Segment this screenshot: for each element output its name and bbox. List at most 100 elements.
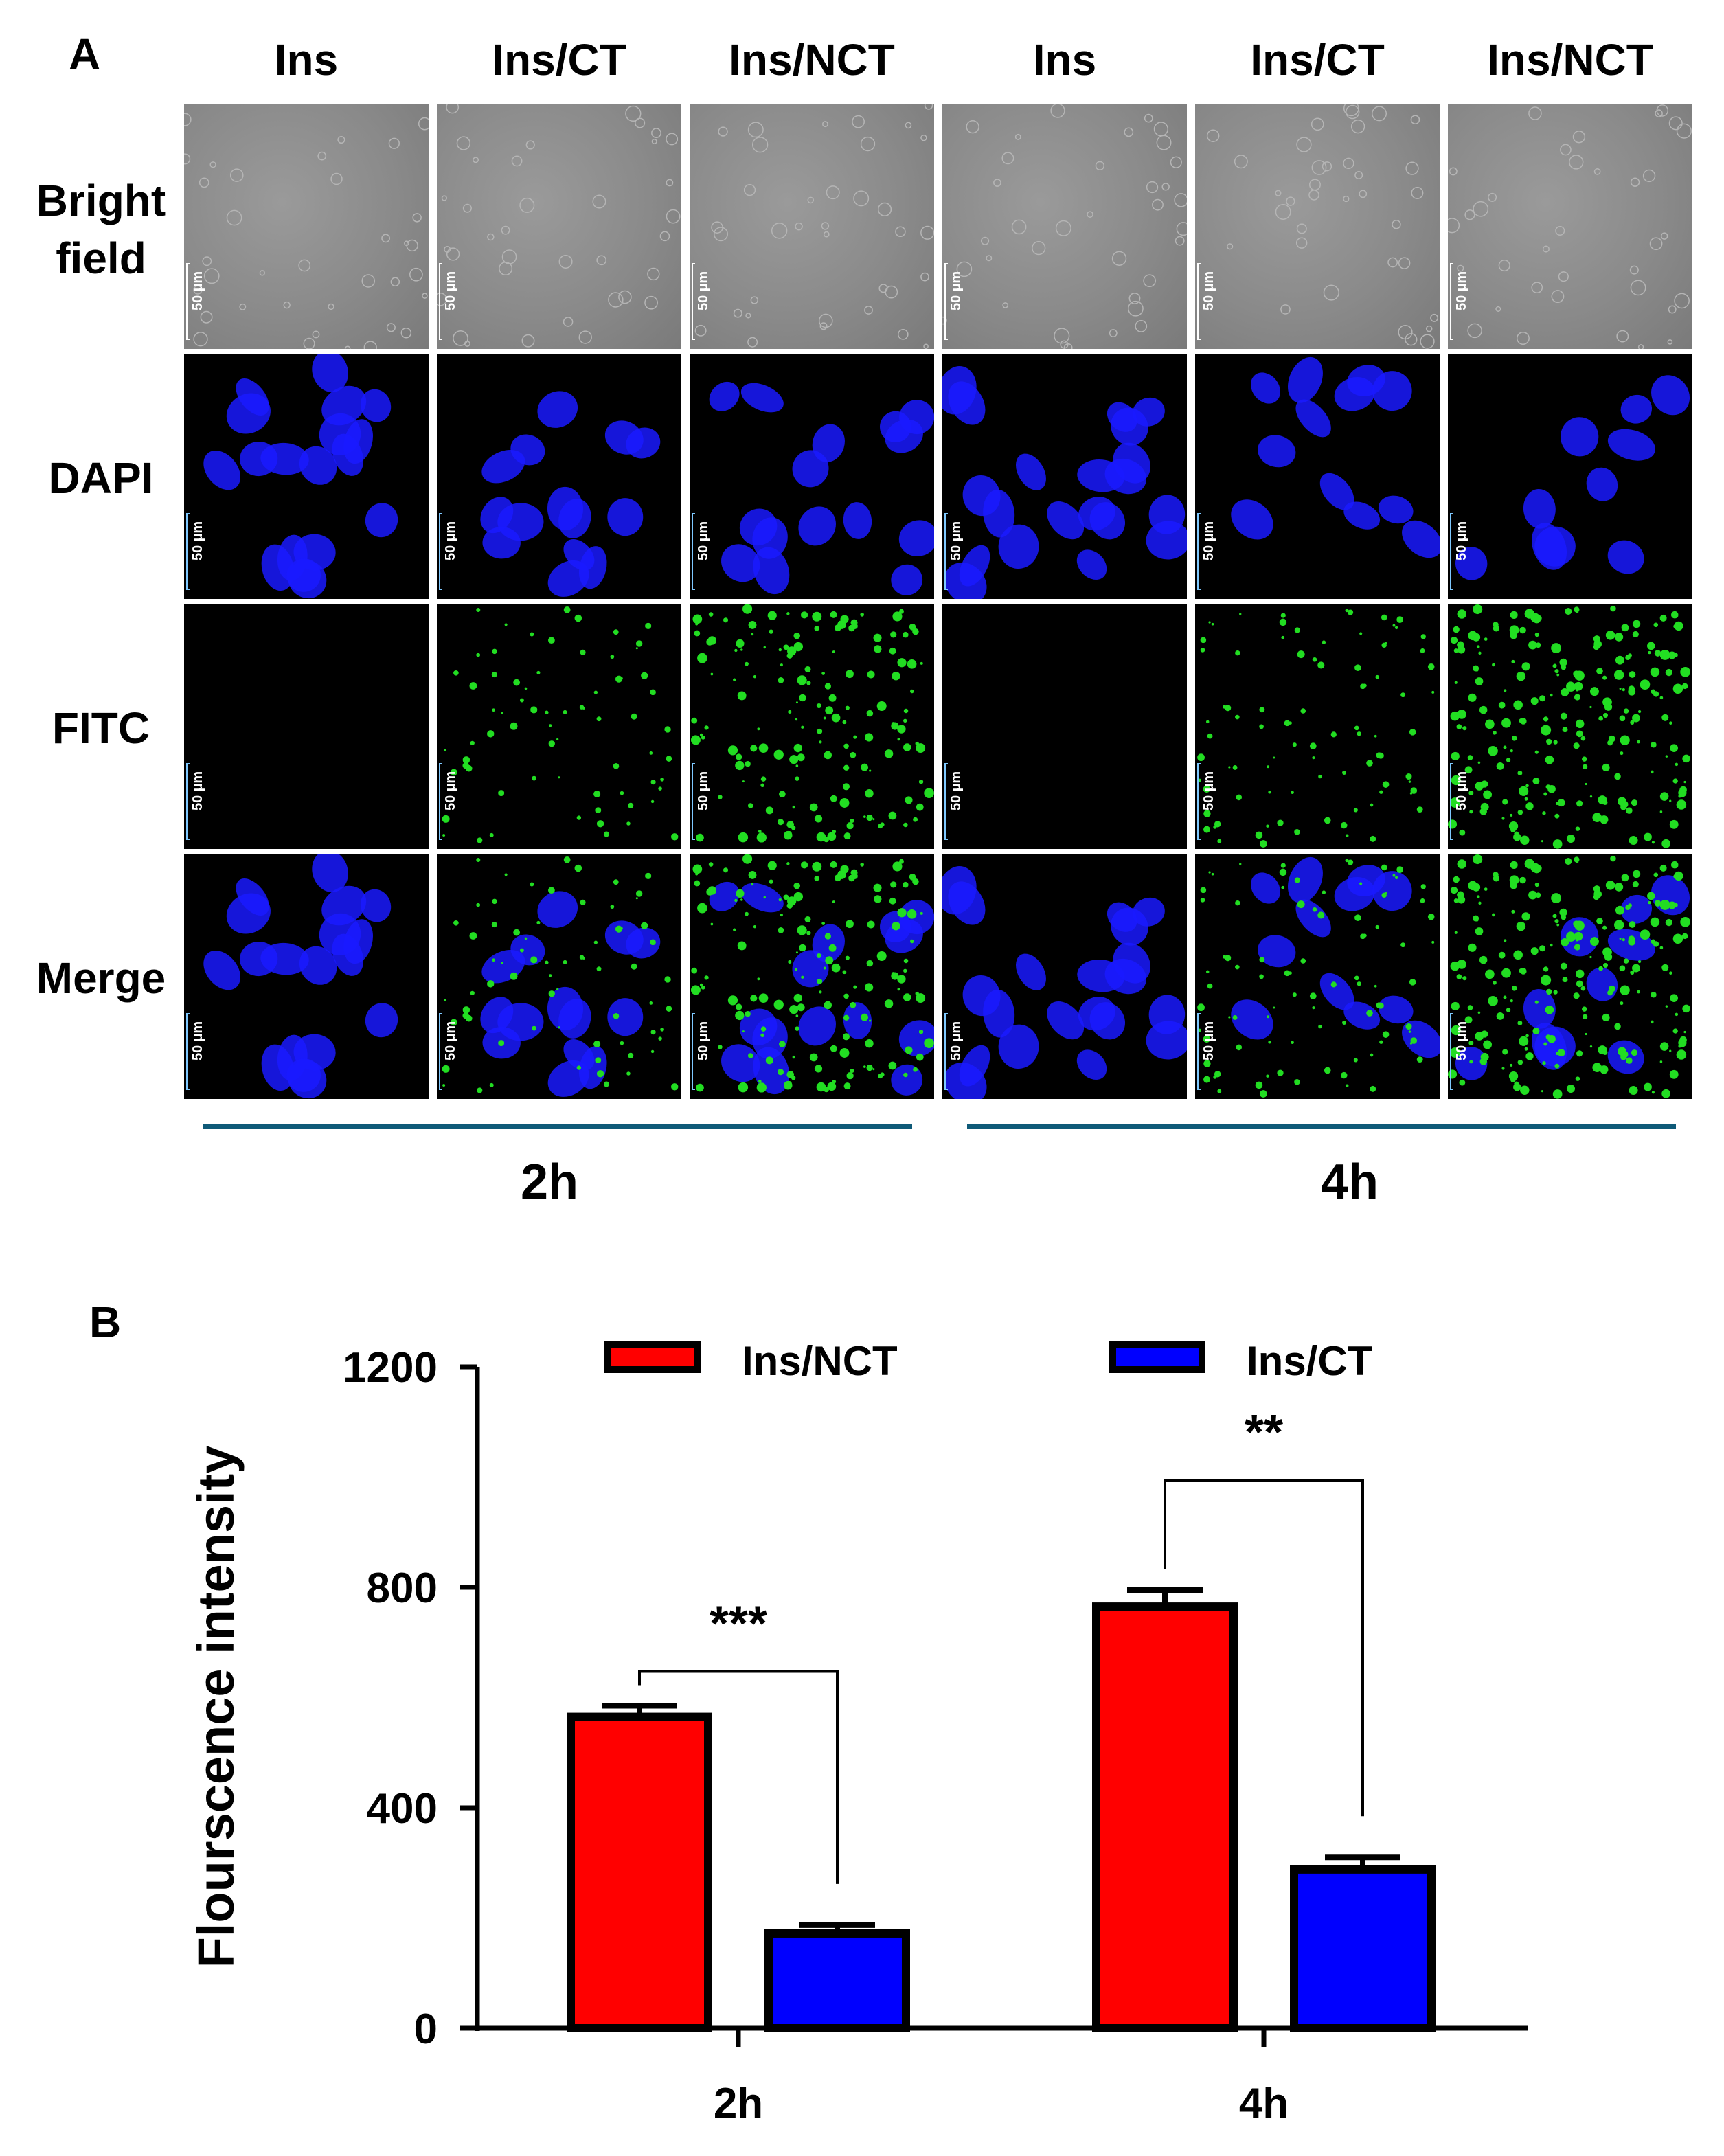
fitc-vesicle [1681,683,1688,690]
fitc-vesicle [650,799,655,804]
fitc-vesicle [1589,937,1599,946]
bright-field-cell [1531,282,1543,294]
nucleus [240,441,278,477]
nucleus [547,986,584,1031]
fitc-vesicle [1513,950,1523,960]
fitc-vesicle [1379,1040,1383,1044]
y-tick-label: 400 [367,1785,438,1832]
scale-bar-label: 50 µm [696,271,711,310]
fitc-vesicle [795,1014,799,1017]
bright-field-cell [747,337,758,348]
fitc-vesicle [469,932,477,940]
fitc-vesicle [1473,665,1479,672]
fitc-vesicle [814,815,823,823]
bright-field-cell [578,330,592,344]
fitc-vesicle [889,647,896,655]
bright-field-cell [298,259,311,272]
bright-field-cell [1311,117,1324,131]
fitc-vesicle [697,653,707,663]
fitc-vesicle [718,795,723,799]
fitc-vesicle [924,1038,934,1048]
nucleus [1343,501,1381,530]
scale-bar-label: 50 µm [443,521,458,560]
fitc-vesicle [487,730,495,738]
micrograph-bright-5: 50 µm [1195,104,1440,349]
fitc-vesicle [748,621,757,629]
fitc-vesicle [1519,786,1529,796]
fitc-vesicle [1630,720,1635,725]
fitc-vesicle [1602,1013,1610,1021]
fitc-vesicle [1626,807,1633,814]
fitc-vesicle [816,1082,826,1092]
fitc-vesicle [1374,734,1377,738]
scale-bar: 50 µm [186,1013,205,1090]
fluorescence-bar-chart: 0 400 800 1200 Flourscence intensity 2h *** 4h *… [188,1338,1528,2127]
fitc-vesicle [863,815,866,818]
fitc-vesicle [1671,611,1679,619]
fitc-vesicle [1668,651,1676,659]
fitc-vesicle [462,756,470,764]
bright-field-cell [1387,257,1398,268]
bright-field-cell [1405,161,1419,175]
scale-bar-label: 50 µm [190,521,205,560]
fitc-vesicle [1534,883,1539,887]
nucleus [1047,501,1085,540]
fitc-vesicle [718,1045,723,1049]
bright-field-cell [1050,104,1065,118]
fitc-vesicle [501,962,503,965]
fitc-vesicle [861,1013,869,1021]
fitc-vesicle [806,931,811,935]
fitc-vesicle [760,776,767,782]
fitc-vesicle [903,968,907,973]
bright-field-cell [618,290,632,304]
fitc-vesicle [751,633,754,636]
fitc-vesicle [1520,968,1527,975]
fitc-vesicle [890,631,897,638]
bright-field-cell [1542,245,1550,253]
fitc-vesicle [1468,693,1477,702]
nucleus [1319,973,1354,1010]
fitc-vesicle [758,830,762,833]
fitc-vesicle [845,955,850,960]
bright-field-cell [1280,304,1291,315]
bright-field-cell [1175,236,1185,246]
fitc-vesicle [536,920,541,924]
fitc-vesicle [1235,714,1240,720]
fitc-vesicle [903,881,909,888]
fitc-vesicle [1546,738,1552,745]
fitc-vesicle [699,983,703,987]
fitc-vesicle [814,1065,823,1073]
fitc-vesicle [1640,679,1651,690]
fitc-vesicle [1593,635,1600,643]
fitc-vesicle [1632,631,1639,638]
fitc-vesicle [1661,839,1671,848]
fitc-vesicle [1566,1084,1576,1093]
bright-field-cell [317,151,327,161]
fitc-vesicle [1510,749,1513,753]
nucleus [752,1017,788,1059]
bright-field-cell [337,135,345,144]
nucleus [1319,473,1354,510]
fitc-vesicle [760,1026,767,1032]
fitc-vesicle [784,1080,793,1090]
bright-field-cell [1655,109,1663,117]
fitc-vesicle [1623,958,1629,964]
fitc-vesicle [819,990,822,994]
fitc-vesicle [1501,968,1511,978]
fitc-vesicle [1203,1035,1211,1043]
fitc-vesicle [1629,921,1636,928]
nucleus [752,517,788,559]
fitc-vesicle [795,764,799,767]
fitc-vesicle [800,611,808,619]
nucleus [607,998,644,1036]
fitc-vesicle [710,922,714,926]
fitc-vesicle [1214,1071,1221,1078]
micrograph-merge-4: 50 µm [942,854,1187,1099]
fitc-vesicle [465,764,473,772]
fitc-vesicle [1604,703,1613,711]
bright-field-cell [905,122,912,129]
nucleus [332,933,364,976]
bright-field-cell [412,213,422,223]
bright-field-cell [422,293,428,299]
fitc-vesicle [1279,868,1287,876]
